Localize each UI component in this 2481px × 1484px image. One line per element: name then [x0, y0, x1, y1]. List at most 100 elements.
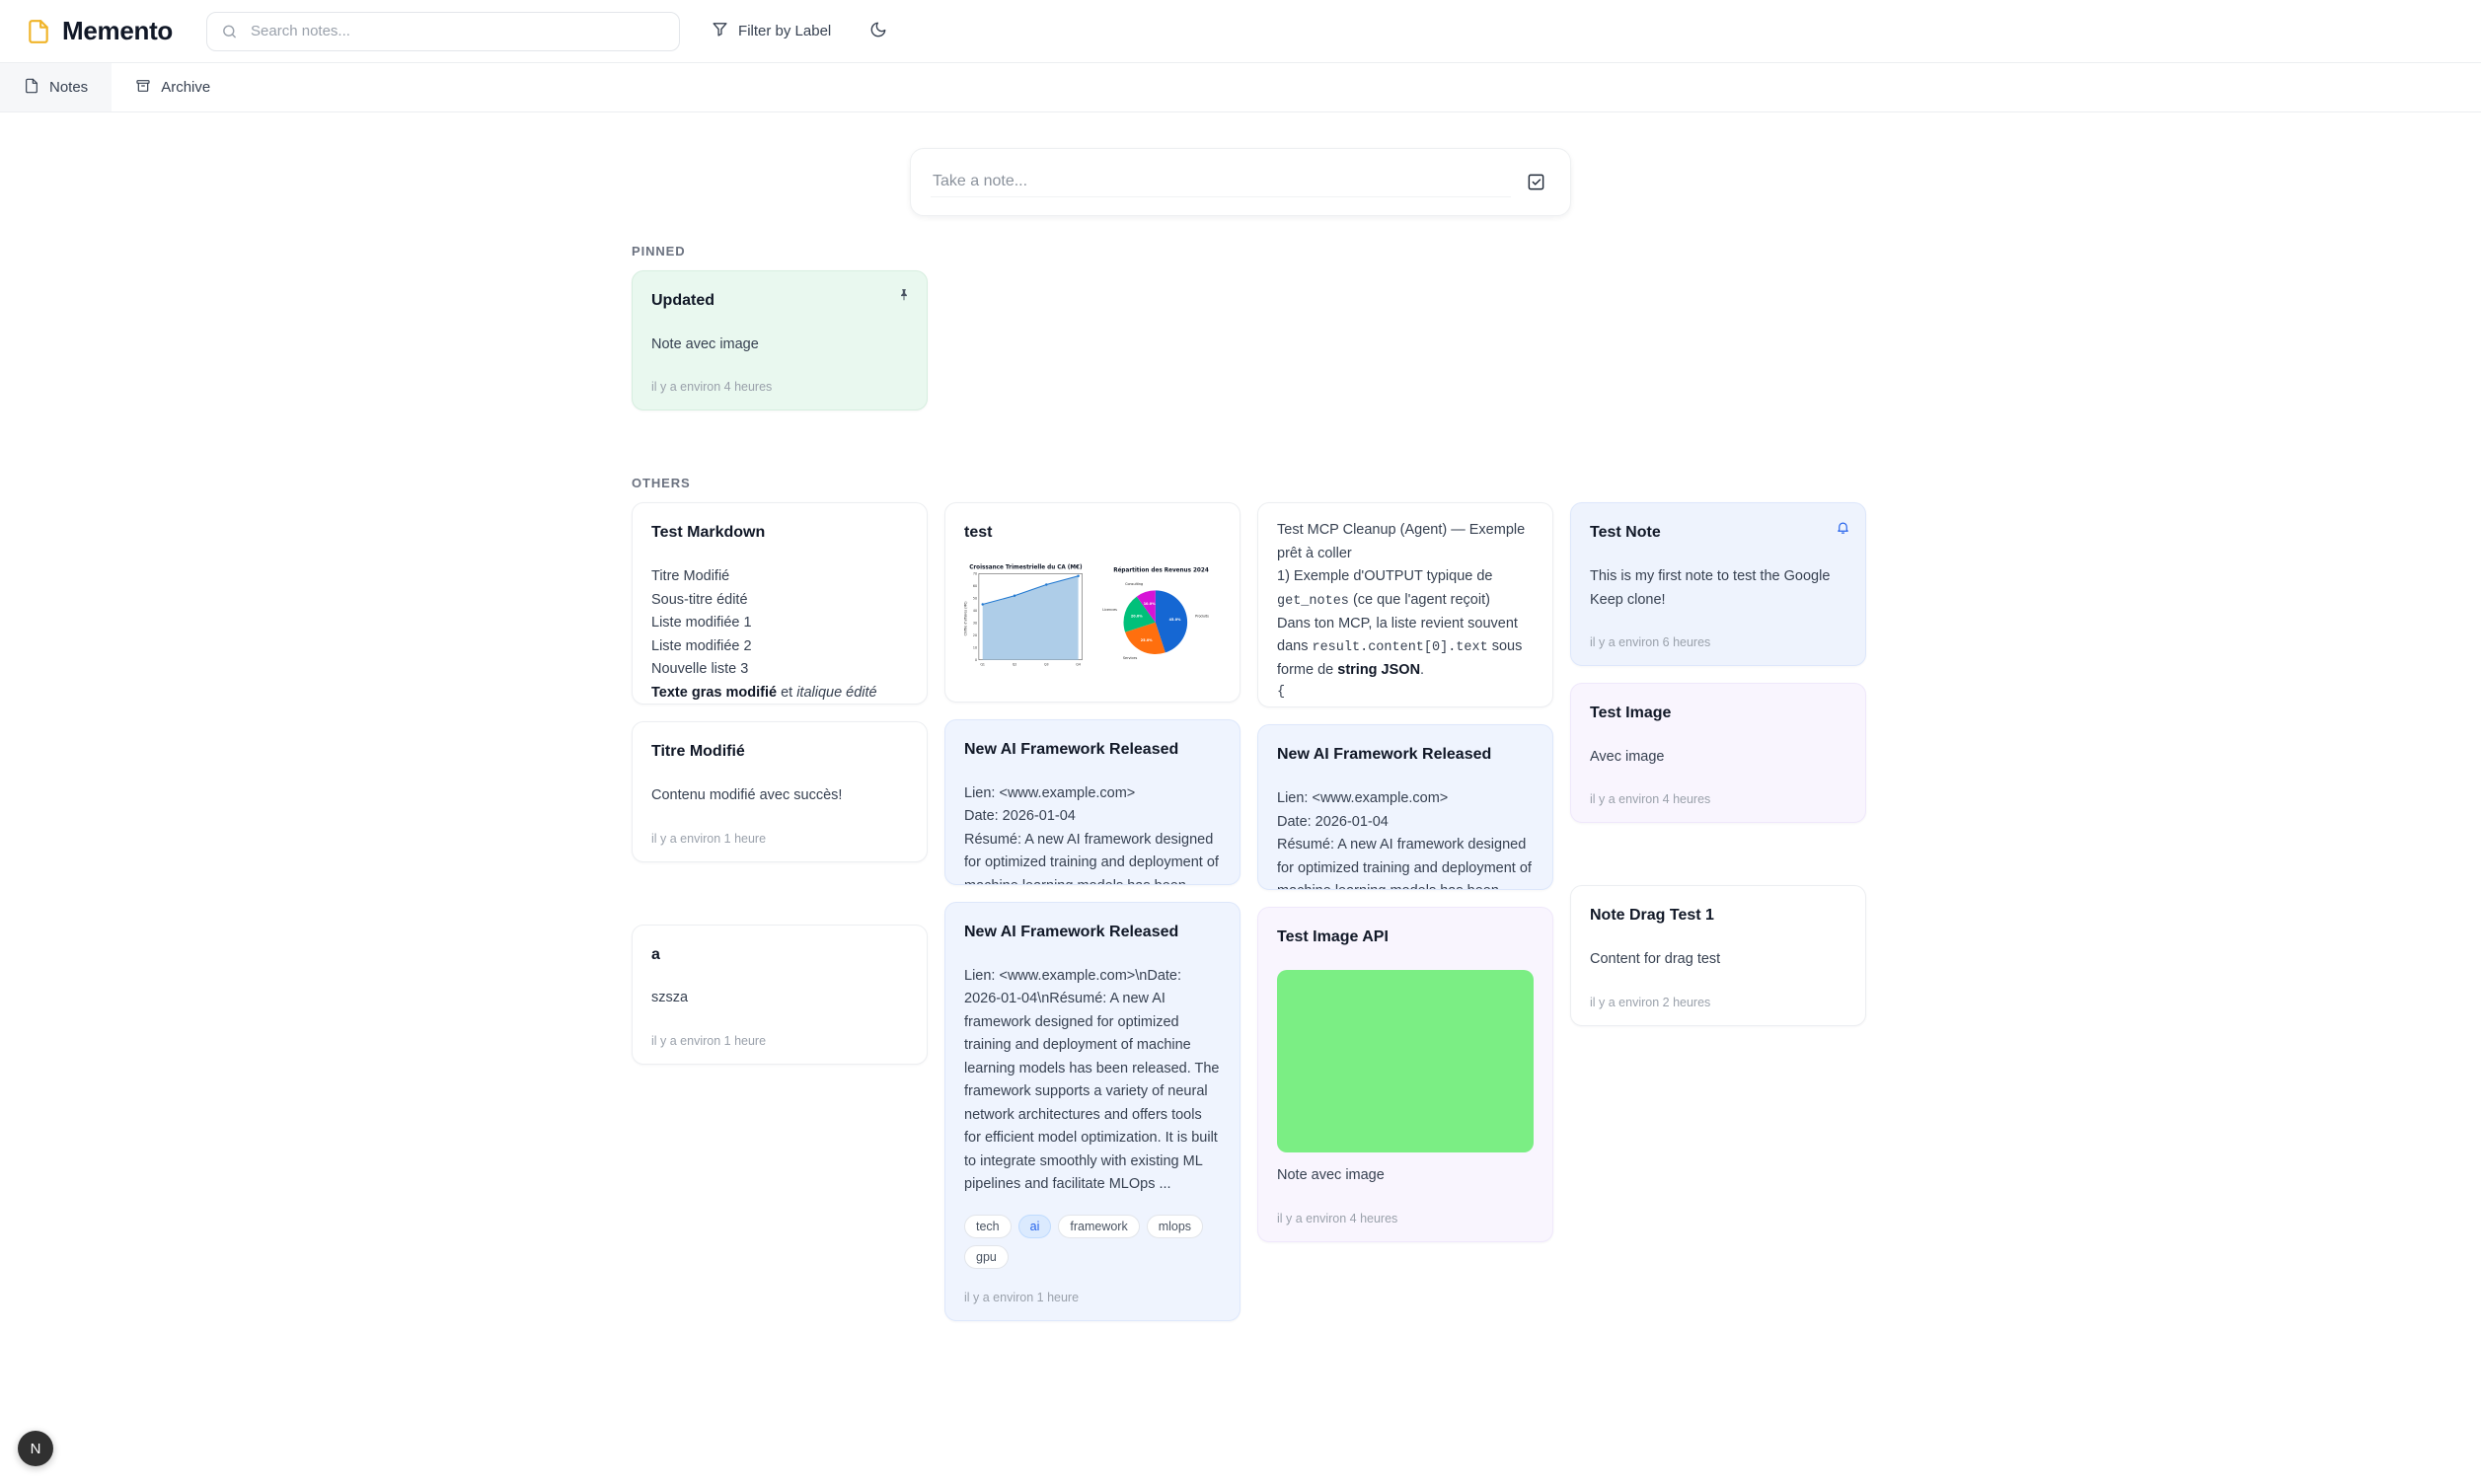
note-body: Note avec image — [651, 335, 759, 352]
svg-text:25.0%: 25.0% — [1141, 638, 1153, 642]
note-line: 1) Exemple d'OUTPUT typique de get_notes… — [1277, 565, 1534, 612]
note-line: Test MCP Cleanup (Agent) — Exemple prêt … — [1277, 522, 1526, 561]
area-chart-y-ticks: 0 10 20 30 40 50 60 70 — [973, 572, 977, 662]
svg-text:20: 20 — [973, 633, 977, 637]
note-title: Titre Modifié — [651, 743, 745, 761]
filter-by-label-text: Filter by Label — [738, 23, 832, 39]
note-body: Lien: <www.example.com>\nDate: 2026-01-0… — [964, 967, 1224, 1193]
moon-icon — [869, 21, 887, 41]
brand[interactable]: Memento — [26, 16, 194, 46]
composer-row — [0, 112, 2481, 216]
note-title: Test Markdown — [651, 524, 766, 542]
note-file-icon — [24, 78, 39, 98]
note-title: Test Image — [1590, 705, 1672, 722]
tag-tech[interactable]: tech — [964, 1214, 1012, 1238]
note-card-updated[interactable]: Updated Note avec image il y a environ 4… — [632, 270, 928, 411]
tag-framework[interactable]: framework — [1058, 1214, 1140, 1238]
note-body: Test MCP Cleanup (Agent) — Exemple prêt … — [1277, 519, 1534, 706]
pie-chart: Répartition des Revenus 2024 45.0% Produi… — [1102, 566, 1209, 660]
note-body: Lien: <www.example.com> Date: 2026-01-04… — [964, 784, 1219, 884]
note-title: a — [651, 945, 660, 963]
note-card-test-image[interactable]: Test Image Avec image il y a environ 4 h… — [1570, 683, 1866, 824]
tag-mlops[interactable]: mlops — [1146, 1214, 1204, 1238]
tab-archive-label: Archive — [161, 79, 211, 96]
filter-by-label-button[interactable]: Filter by Label — [702, 14, 841, 48]
others-section: OTHERS Test Markdown Titre Modifié Sous-… — [632, 476, 1866, 1321]
tab-notes-label: Notes — [49, 79, 89, 96]
note-card-test-note[interactable]: Test Note This is my first note to test … — [1570, 502, 1866, 667]
note-card-ai-framework-tagged[interactable]: New AI Framework Released Lien: <www.exa… — [944, 902, 1240, 1321]
svg-text:Q3: Q3 — [1044, 662, 1049, 666]
svg-text:Consulting: Consulting — [1125, 582, 1143, 586]
svg-text:60: 60 — [973, 584, 977, 588]
note-composer[interactable] — [910, 148, 1571, 216]
notes-board: PINNED Updated Note avec image il y a en… — [0, 216, 2481, 1321]
area-chart-y-label: Chiffre d'affaires (M€) — [964, 602, 968, 636]
charts-container: Croissance Trimestrielle du CA (M€) 0 10 2… — [958, 557, 1227, 685]
area-chart-fill — [982, 575, 1079, 660]
note-text-segment: 1) Exemple d'OUTPUT typique de — [1277, 568, 1493, 585]
area-chart-line — [982, 575, 1079, 606]
note-line: Nouvelle liste 3 — [651, 661, 749, 678]
svg-text:10.0%: 10.0% — [1144, 602, 1156, 606]
note-title: Note Drag Test 1 — [1590, 907, 1714, 925]
pin-icon[interactable] — [895, 286, 913, 304]
note-date: il y a environ 4 heures — [1590, 792, 1711, 807]
note-card-titre-modifie[interactable]: Titre Modifié Contenu modifié avec succè… — [632, 721, 928, 862]
note-card-test-charts[interactable]: test Croissance Trimestrielle du CA (M€)… — [944, 502, 1240, 704]
pie-chart-title: Répartition des Revenus 2024 — [1113, 566, 1209, 573]
svg-text:0: 0 — [975, 658, 977, 662]
tab-notes[interactable]: Notes — [0, 63, 113, 111]
note-body: szsza — [651, 990, 689, 1006]
archive-box-icon — [135, 78, 151, 98]
pinned-grid: Updated Note avec image il y a environ 4… — [632, 270, 1849, 411]
note-card-test-image-api[interactable]: Test Image API Note avec image il y a en… — [1257, 907, 1553, 1242]
note-card-ai-framework-2[interactable]: New AI Framework Released Lien: <www.exa… — [1257, 724, 1553, 891]
note-line: Liste modifiée 1 — [651, 615, 752, 631]
area-chart-title: Croissance Trimestrielle du CA (M€) — [969, 565, 1083, 571]
note-date: il y a environ 4 heures — [1277, 1211, 1398, 1225]
brand-name: Memento — [62, 16, 174, 45]
others-section-label: OTHERS — [632, 476, 691, 491]
notes-column-1: Test Markdown Titre Modifié Sous-titre é… — [632, 502, 928, 1065]
note-code-segment: result.content[0].text — [1312, 640, 1488, 656]
note-card-test-markdown[interactable]: Test Markdown Titre Modifié Sous-titre é… — [632, 502, 928, 705]
theme-toggle-button[interactable] — [863, 16, 894, 47]
pinned-section-label: PINNED — [632, 244, 686, 259]
note-body: Note avec image — [1277, 1167, 1385, 1184]
note-card-ai-framework-1[interactable]: New AI Framework Released Lien: <www.exa… — [944, 719, 1240, 886]
note-card-a[interactable]: a szsza il y a environ 1 heure — [632, 924, 928, 1065]
svg-text:45.0%: 45.0% — [1169, 618, 1181, 622]
others-grid: Test Markdown Titre Modifié Sous-titre é… — [632, 502, 1866, 1321]
svg-text:Q1: Q1 — [980, 662, 985, 666]
area-chart: Croissance Trimestrielle du CA (M€) 0 10 2… — [964, 565, 1083, 667]
note-body: Contenu modifié avec succès! — [651, 787, 843, 804]
tag-ai[interactable]: ai — [1017, 1214, 1052, 1238]
notes-column-3: Test MCP Cleanup (Agent) — Exemple prêt … — [1257, 502, 1553, 1242]
pie-slices — [1123, 590, 1188, 655]
main-content: PINNED Updated Note avec image il y a en… — [0, 112, 2481, 1483]
search-input[interactable] — [206, 11, 681, 51]
note-title: Updated — [651, 292, 714, 309]
svg-text:70: 70 — [973, 572, 977, 576]
svg-text:10: 10 — [973, 646, 977, 650]
note-card-note-drag-test-1[interactable]: Note Drag Test 1 Content for drag test i… — [1570, 885, 1866, 1026]
note-chart-figure: Croissance Trimestrielle du CA (M€) 0 10 2… — [958, 557, 1227, 685]
bell-icon[interactable] — [1834, 518, 1851, 536]
note-card-mcp-cleanup[interactable]: Test MCP Cleanup (Agent) — Exemple prêt … — [1257, 502, 1553, 708]
tab-archive[interactable]: Archive — [112, 63, 234, 111]
note-code-segment: get_notes — [1277, 593, 1349, 609]
search-box[interactable] — [206, 11, 681, 51]
area-chart-x-ticks: Q1 Q2 Q3 Q4 — [980, 662, 1080, 666]
take-a-note-input[interactable] — [931, 167, 1511, 197]
note-title: Test Note — [1590, 524, 1661, 542]
tag-gpu[interactable]: gpu — [964, 1244, 1009, 1269]
dev-tools-badge[interactable]: N — [18, 1431, 53, 1466]
svg-text:20.0%: 20.0% — [1131, 615, 1143, 619]
note-line: Titre Modifié — [651, 568, 730, 585]
note-text-segment: . — [1420, 661, 1425, 678]
checklist-icon[interactable] — [1521, 168, 1550, 197]
note-italic-text: italique édité — [796, 684, 877, 701]
notes-column-4: Test Note This is my first note to test … — [1570, 502, 1866, 1026]
note-date: il y a environ 1 heure — [964, 1290, 1080, 1304]
